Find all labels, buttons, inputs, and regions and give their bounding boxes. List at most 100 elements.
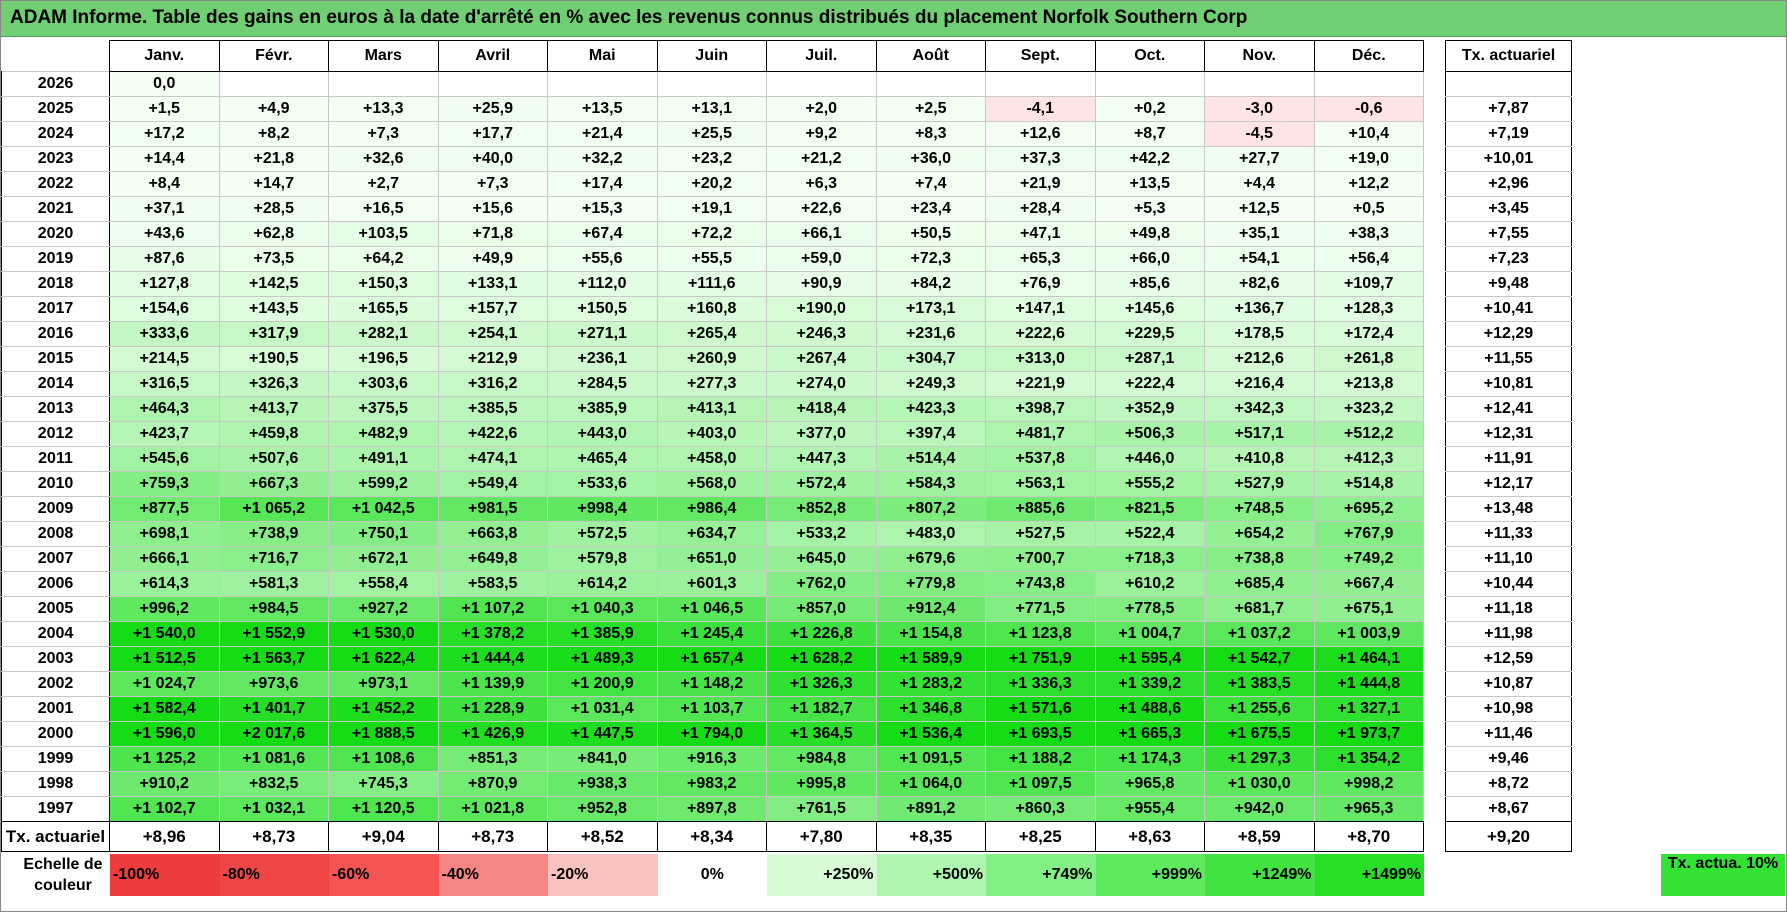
tx-cell: +11,10: [1445, 546, 1572, 572]
tx-cell: +11,55: [1445, 346, 1572, 372]
year-cell: 2025: [1, 96, 110, 122]
gain-cell: +38,3: [1313, 221, 1424, 247]
tx-cell: +7,55: [1445, 221, 1572, 247]
tx-cell: +12,59: [1445, 646, 1572, 672]
average-cell: +9,04: [328, 821, 439, 852]
month-header-4: Avril: [437, 40, 548, 72]
gain-cell: +610,2: [1094, 571, 1205, 597]
gain-cell: +1 401,7: [218, 696, 329, 722]
gain-cell: +1 657,4: [656, 646, 767, 672]
gain-cell: +133,1: [437, 271, 548, 297]
gain-cell: +1 021,8: [437, 796, 548, 822]
year-cell: 2002: [1, 671, 110, 697]
table-body: 2026 0,0 2025 +1,5 +4,9 +13,3 +25,9 +13,5 +13,1 +…: [1, 71, 1572, 852]
gain-cell: +2,0: [766, 96, 877, 122]
gain-cell: +2,5: [875, 96, 986, 122]
gain-cell: +271,1: [547, 321, 658, 347]
gain-cell: +1 589,9: [875, 646, 986, 672]
month-header-10: Oct.: [1094, 40, 1205, 72]
tx-cell: +10,87: [1445, 671, 1572, 697]
year-cell: 2015: [1, 346, 110, 372]
gain-cell: +750,1: [328, 521, 439, 547]
gain-cell: +533,6: [547, 471, 658, 497]
gain-cell: +743,8: [985, 571, 1096, 597]
gain-cell: +342,3: [1204, 396, 1315, 422]
month-header-7: Juil.: [766, 40, 877, 72]
year-cell: 2021: [1, 196, 110, 222]
table-row: 1997 +1 102,7 +1 032,1 +1 120,5 +1 021,8 +952…: [1, 796, 1572, 822]
gain-cell: +1 103,7: [656, 696, 767, 722]
gain-cell: +260,9: [656, 346, 767, 372]
gain-cell: +1 040,3: [547, 596, 658, 622]
table-row: 2014 +316,5 +326,3 +303,6 +316,2 +284,5 +277,3…: [1, 371, 1572, 397]
gain-cell: +418,4: [766, 396, 877, 422]
gain-cell: +28,5: [218, 196, 329, 222]
gain-cell: +265,4: [656, 321, 767, 347]
table-row: 2024 +17,2 +8,2 +7,3 +17,7 +21,4 +25,5 +9,2 +8,3…: [1, 121, 1572, 147]
gain-cell: +759,3: [109, 471, 220, 497]
tx-cell: +10,41: [1445, 296, 1572, 322]
gain-cell: +7,3: [328, 121, 439, 147]
gain-cell: +779,8: [875, 571, 986, 597]
gain-cell: +147,1: [985, 296, 1096, 322]
gain-cell: +483,0: [875, 521, 986, 547]
gain-cell: +446,0: [1094, 446, 1205, 472]
table-row: 2019 +87,6 +73,5 +64,2 +49,9 +55,6 +55,5 +59,0 +…: [1, 246, 1572, 272]
gain-cell: +1 148,2: [656, 671, 767, 697]
table-row: 1998 +910,2 +832,5 +745,3 +870,9 +938,3 +983,2…: [1, 771, 1572, 797]
gain-cell: [218, 71, 329, 97]
color-scale-swatch: -100%: [110, 854, 220, 896]
year-cell: 2005: [1, 596, 110, 622]
gain-cell: +549,4: [437, 471, 548, 497]
gain-cell: +545,6: [109, 446, 220, 472]
gain-cell: +22,6: [766, 196, 877, 222]
gain-cell: +1 326,3: [766, 671, 877, 697]
tx-cell: +12,41: [1445, 396, 1572, 422]
gain-cell: +952,8: [547, 796, 658, 822]
average-row: Tx. actuariel +8,96 +8,73 +9,04 +8,73 +8,52 +8…: [1, 821, 1572, 852]
gain-cell: +614,3: [109, 571, 220, 597]
gain-cell: +249,3: [875, 371, 986, 397]
gain-cell: +72,3: [875, 246, 986, 272]
year-cell: 2000: [1, 721, 110, 747]
tx-cell: +11,33: [1445, 521, 1572, 547]
gap-cell: [1423, 96, 1446, 122]
gain-cell: +12,2: [1313, 171, 1424, 197]
gain-cell: +885,6: [985, 496, 1096, 522]
gain-cell: +877,5: [109, 496, 220, 522]
gain-cell: +190,0: [766, 296, 877, 322]
average-cell: +8,70: [1313, 821, 1424, 852]
gain-cell: +284,5: [547, 371, 658, 397]
gain-cell: -0,6: [1313, 96, 1424, 122]
gain-cell: +150,3: [328, 271, 439, 297]
gain-cell: +912,4: [875, 596, 986, 622]
gain-cell: 0,0: [109, 71, 220, 97]
gap-cell: [1423, 196, 1446, 222]
table-row: 2013 +464,3 +413,7 +375,5 +385,5 +385,9 +413,1…: [1, 396, 1572, 422]
gain-cell: +679,6: [875, 546, 986, 572]
gain-cell: +807,2: [875, 496, 986, 522]
gain-cell: +1 102,7: [109, 796, 220, 822]
gain-cell: +563,1: [985, 471, 1096, 497]
gain-cell: +157,7: [437, 296, 548, 322]
gain-cell: +558,4: [328, 571, 439, 597]
year-cell: 1998: [1, 771, 110, 797]
table-row: 2020 +43,6 +62,8 +103,5 +71,8 +67,4 +72,2 +66,1…: [1, 221, 1572, 247]
gain-cell: +32,2: [547, 146, 658, 172]
year-cell: 2019: [1, 246, 110, 272]
gain-cell: +695,2: [1313, 496, 1424, 522]
gain-cell: +738,8: [1204, 546, 1315, 572]
average-cell: +7,80: [766, 821, 877, 852]
gain-cell: +216,4: [1204, 371, 1315, 397]
table-row: 2026 0,0: [1, 71, 1572, 97]
gain-cell: +995,8: [766, 771, 877, 797]
gain-cell: +37,3: [985, 146, 1096, 172]
table-row: 2006 +614,3 +581,3 +558,4 +583,5 +614,2 +601,3…: [1, 571, 1572, 597]
table-row: 2008 +698,1 +738,9 +750,1 +663,8 +572,5 +634,7…: [1, 521, 1572, 547]
year-cell: 2011: [1, 446, 110, 472]
gap-cell: [1423, 721, 1446, 747]
gain-cell: +12,6: [985, 121, 1096, 147]
month-header-9: Sept.: [985, 40, 1096, 72]
year-cell: 2009: [1, 496, 110, 522]
gain-cell: +316,5: [109, 371, 220, 397]
